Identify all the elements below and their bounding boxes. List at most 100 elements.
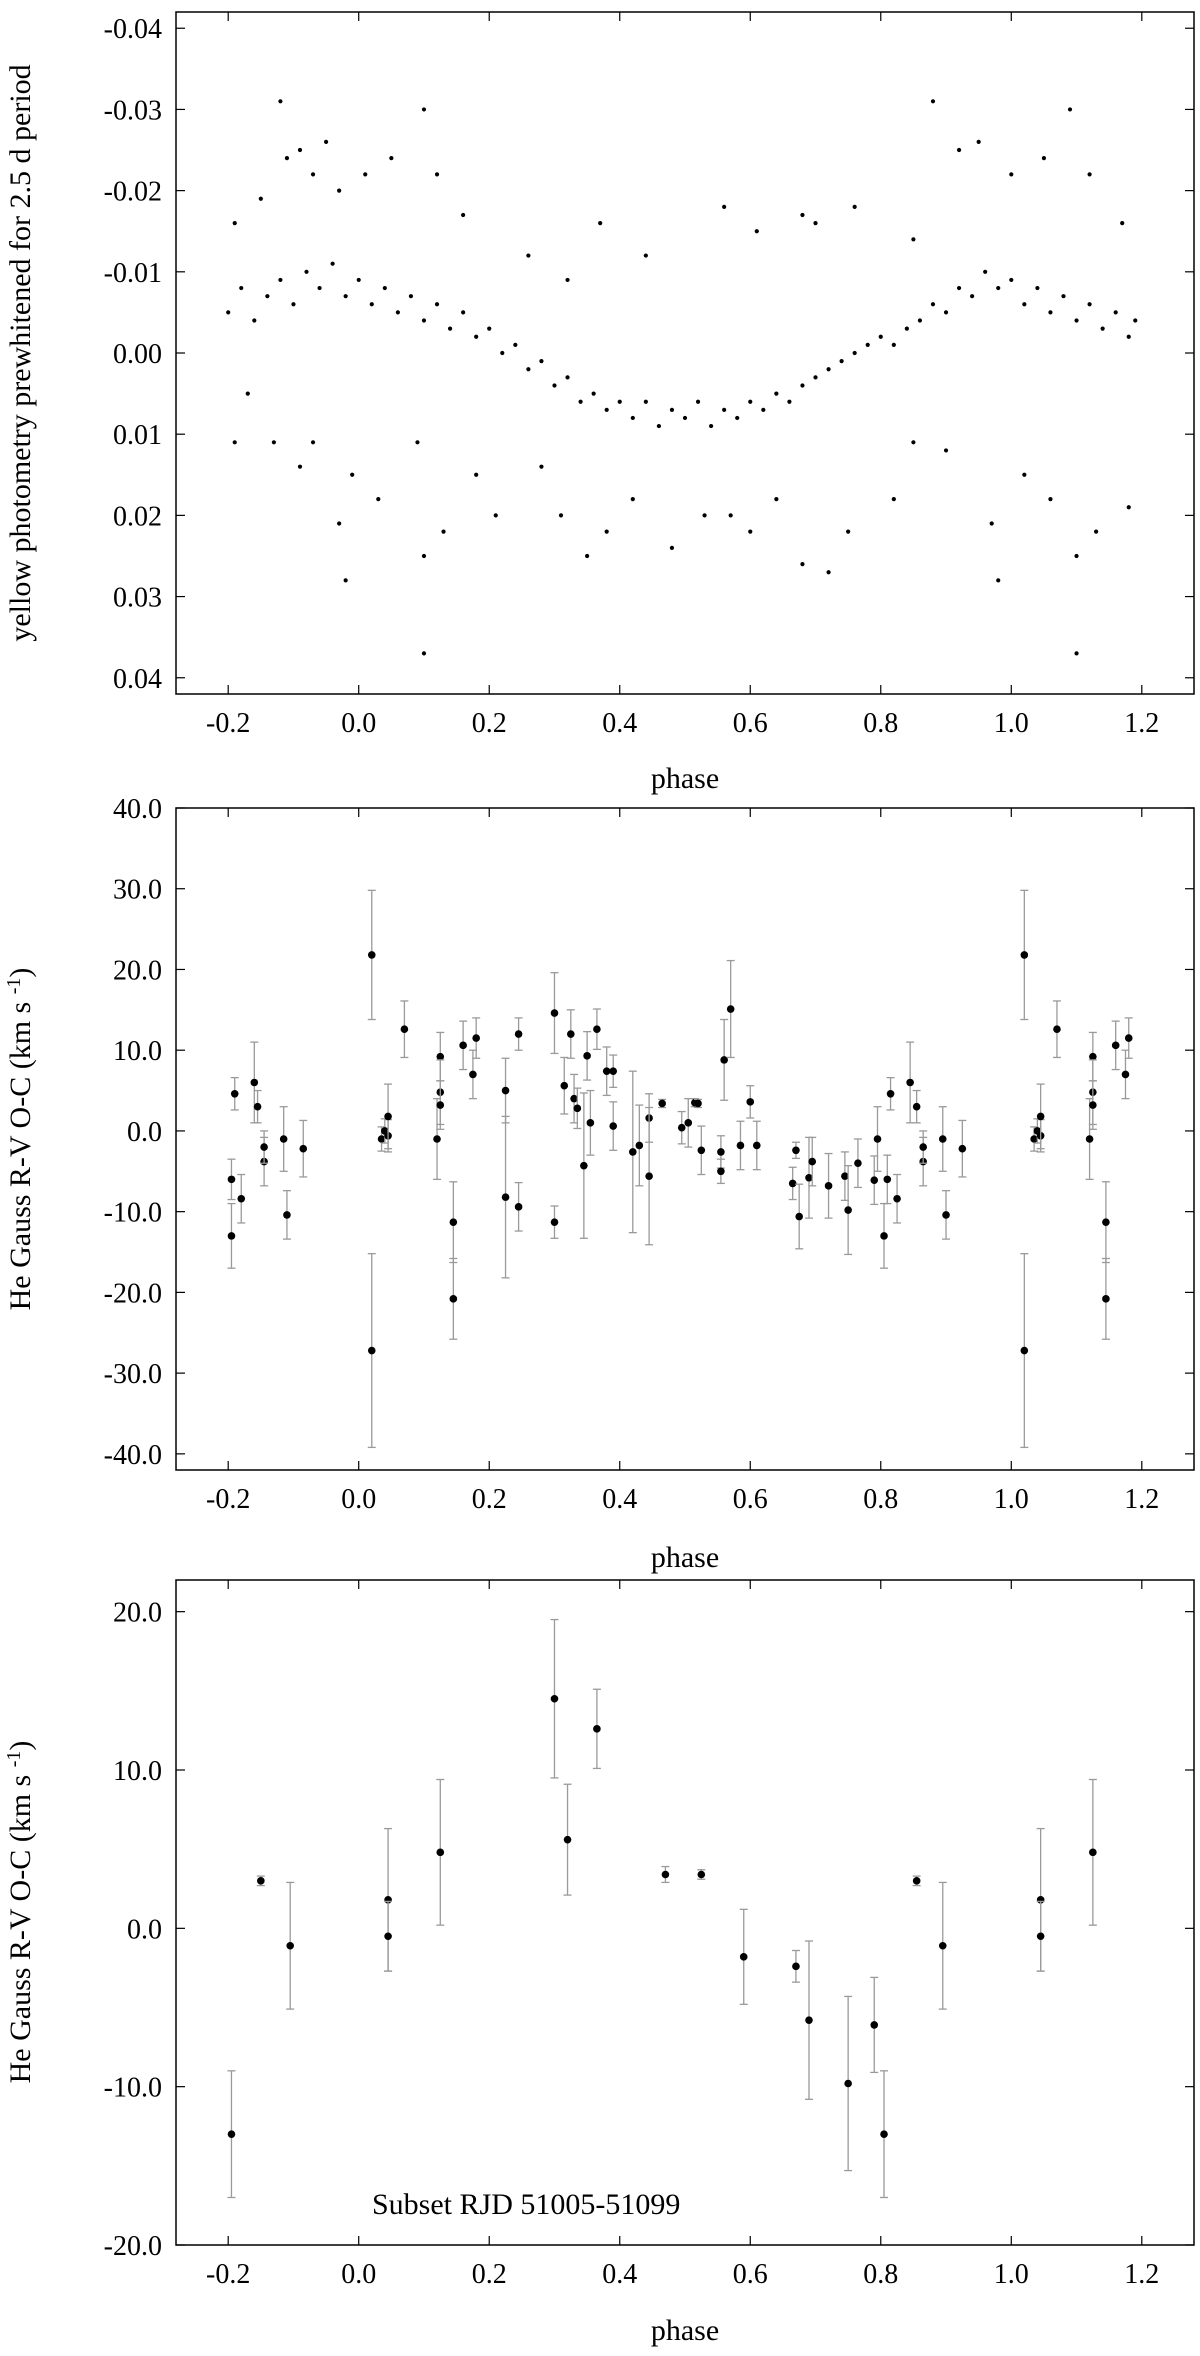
rv-full-data-point [609,1122,618,1130]
photometry-data-point [310,172,316,177]
photometry-data-point [917,318,923,323]
rv-full-data-point [230,1089,239,1098]
photometry-data-point [415,440,420,445]
rv-full-data-point [1020,1346,1029,1355]
rv-full-data-point [788,1179,797,1188]
photometry-x-tick-label: -0.2 [206,708,250,739]
photometry-y-ticks: -0.04 -0.03 -0.02 -0.01 0.00 0.01 0.02 0.03 0.04 [104,14,1194,695]
photometry-data-point [421,318,427,323]
rv-full-data-point [893,1194,901,1203]
photometry-data-point [493,513,498,518]
rv-subset-y-tick-label: 10.0 [113,1756,162,1787]
rv-full-data-point [1030,1135,1038,1143]
rv-full-data-point [1053,1025,1061,1034]
rv-full-data-point [736,1141,745,1150]
photometry-data-point [787,399,792,404]
photometry-y-tick-label: 0.01 [113,420,162,451]
photometry-data-point [604,529,609,534]
rv-full-x-ticks: -0.2 0.0 0.2 0.4 0.6 0.8 1.0 1.2 [206,808,1159,1515]
photometry-data-point [1074,318,1079,323]
rv-subset-data-point [563,1835,572,1844]
unit-superscript: -1 [3,978,25,995]
rv-subset-x-tick-label: 0.6 [733,2259,768,2290]
rv-full-data-point [873,1135,882,1143]
photometry-data-point [598,220,603,226]
rv-full-data-point [377,1135,386,1143]
photometry-data-point [434,302,440,307]
photometry-y-axis-title: yellow photometry prewhitened for 2.5 d … [4,64,37,641]
photometry-data-point [526,253,531,258]
photometry-data-point [343,294,348,299]
rv-full-data-point [912,1102,921,1111]
photometry-data-point [891,342,896,347]
photometry-data-point [682,415,688,421]
photometry-data-points [226,99,1138,656]
rv-full-data-point [501,1193,510,1201]
rv-full-data-points [227,889,1133,1449]
photometry-data-point [461,212,466,218]
photometry-data-point [1022,302,1027,307]
photometry-data-point [310,440,316,445]
rv-full-data-point [808,1157,817,1166]
photometry-data-point [748,529,753,534]
rv-subset-x-tick-label: 0.2 [472,2259,507,2290]
rv-subset-x-tick-label: 1.2 [1124,2259,1159,2290]
rv-subset-data-point [792,1962,800,1971]
rv-full-data-point [726,1005,735,1013]
photometry-data-point [245,391,250,396]
photometry-data-point [1067,107,1073,112]
rv-subset-data-point [286,1941,294,1950]
photometry-data-point [317,285,322,291]
rv-full-data-point [677,1123,686,1132]
photometry-data-point [983,269,988,274]
rv-subset-data-point [938,1941,947,1950]
photometry-data-point [813,220,818,226]
rv-subset-data-points [227,1618,1097,2199]
rv-full-data-point [870,1176,879,1184]
unit-suffix: ) [4,968,37,978]
rv-full-data-point [919,1143,927,1151]
photometry-data-point [800,212,805,218]
rv-full-data-point [501,1086,510,1095]
photometry-data-point [258,196,263,201]
photometry-y-tick-label: 0.03 [113,583,162,614]
rv-full-data-point [1121,1070,1130,1079]
photometry-data-point [513,342,518,347]
rv-full-data-point [720,1056,728,1064]
rv-full-data-point [227,1232,236,1240]
rv-subset-annotation: Subset RJD 51005-51099 [372,2188,680,2221]
photometry-data-point [669,407,675,412]
rv-full-data-point [449,1295,458,1303]
rv-full-data-point [635,1141,644,1150]
photometry-data-point [911,440,916,445]
rv-subset-x-tick-label: 0.8 [863,2259,898,2290]
photometry-data-point [989,521,994,526]
photometry-data-point [382,285,387,291]
photometry-data-point [356,277,361,283]
photometry-data-point [643,253,648,258]
photometry-data-point [702,513,707,518]
photometry-data-point [1048,310,1053,315]
photometry-data-point [839,359,844,364]
rv-subset-y-tick-label: 20.0 [113,1598,162,1629]
photometry-data-point [800,561,805,567]
rv-full-data-point [469,1070,477,1079]
rv-full-data-point [717,1148,725,1156]
photometry-data-point [265,294,270,299]
photometry-data-point [617,399,622,404]
photometry-data-point [878,334,883,339]
photometry-data-point [337,521,342,526]
photometry-data-point [591,391,596,396]
photometry-data-point [695,399,701,404]
photometry-data-point [297,147,303,153]
rv-subset-data-point [593,1725,601,1733]
photometry-panel: -0.2 0.0 0.2 0.4 0.6 0.8 1.0 1.2 -0.04-0.03-0.0… [4,11,1195,795]
rv-full-data-point [880,1232,888,1240]
rv-full-x-tick-label: -0.2 [206,1484,250,1515]
photometry-data-point [891,497,896,502]
photometry-data-point [1041,156,1047,161]
photometry-data-point [1094,529,1099,534]
photometry-data-point [578,399,583,404]
photometry-data-point [539,464,544,469]
